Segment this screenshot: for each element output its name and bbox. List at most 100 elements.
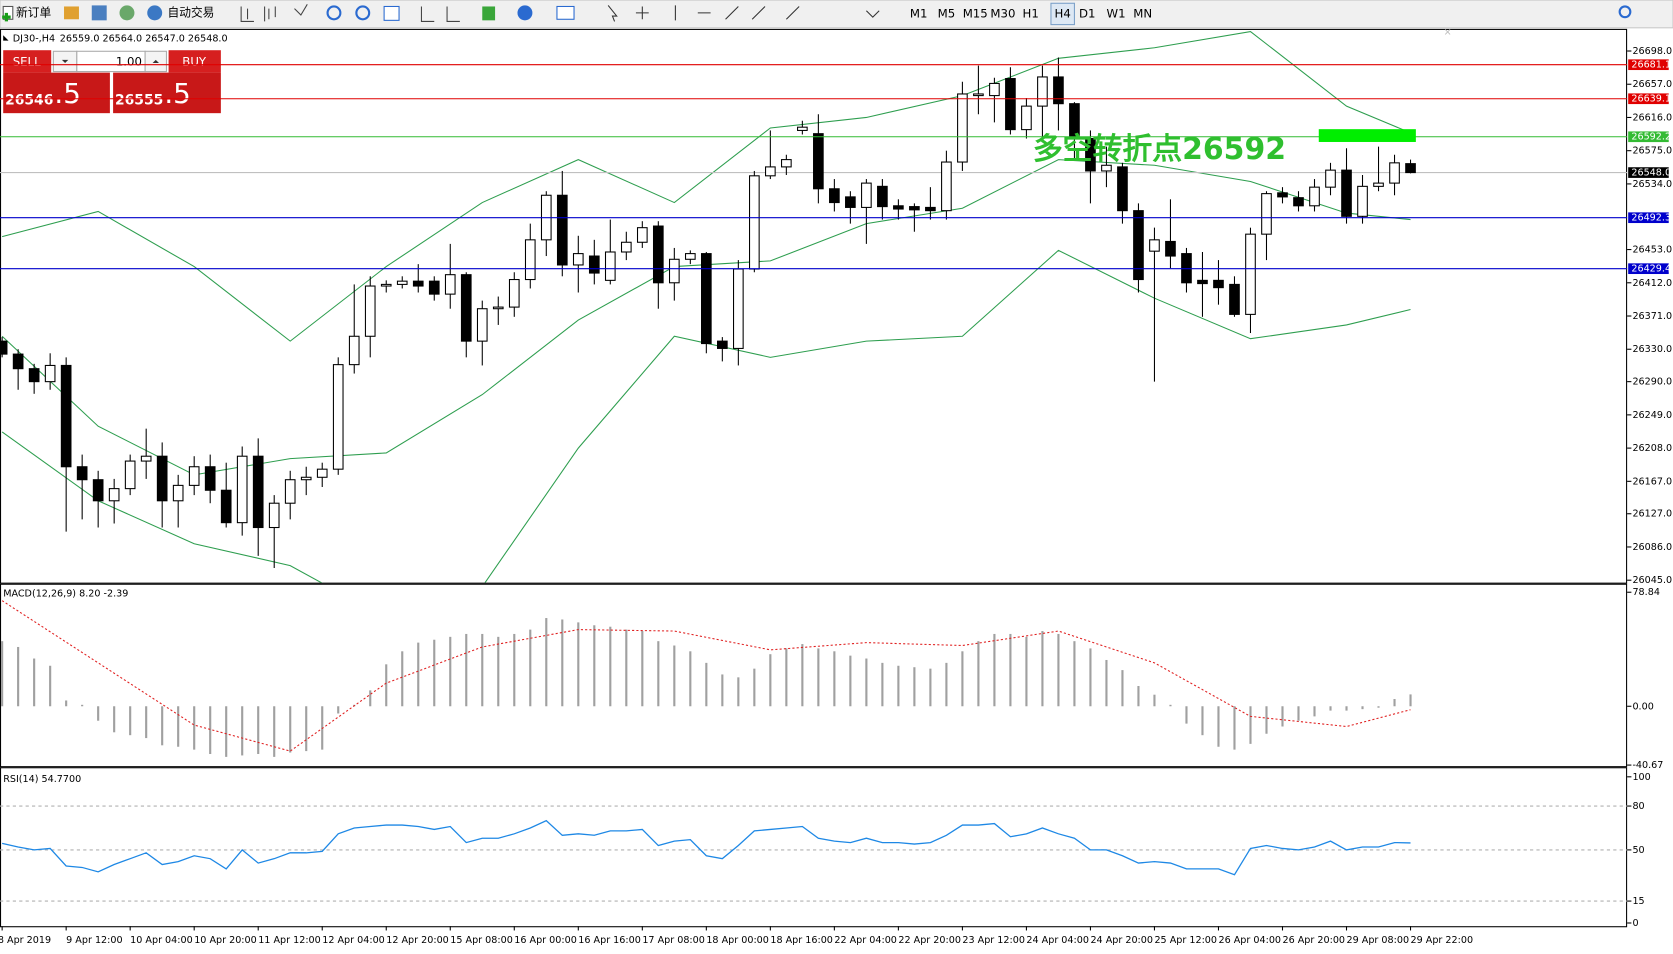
bid-main: 26546 [5, 92, 53, 108]
macd-bar [209, 706, 212, 754]
macd-bar [913, 667, 916, 707]
icon-market[interactable] [64, 6, 79, 20]
candle-body [12, 353, 24, 370]
x-tick-label: 26 Apr 04:00 [1218, 935, 1281, 946]
y-tick-label: 26167.0 [1632, 476, 1672, 487]
indicator-title: MACD(12,26,9) 8.20 -2.39 [3, 588, 128, 599]
candle-body [92, 479, 104, 502]
macd-bar [1057, 633, 1060, 707]
ask-box[interactable] [113, 72, 221, 114]
candle-body [877, 185, 888, 208]
candle-body [957, 93, 968, 163]
close-mark[interactable]: × [1444, 27, 1452, 38]
icon-zoom-in[interactable] [326, 5, 342, 21]
macd-bar [625, 629, 628, 707]
macd-bar [641, 631, 644, 707]
y-tick-label: 26534.0 [1632, 179, 1672, 190]
buy-button[interactable] [168, 50, 221, 73]
candle-body [76, 466, 88, 481]
price-level-label: 26681.1 [1631, 60, 1671, 71]
y-tick-label: 26616.0 [1632, 112, 1672, 123]
candle-body [700, 253, 712, 345]
timeframe-button[interactable]: H4 [1055, 6, 1071, 20]
macd-bar [1073, 641, 1076, 707]
macd-bar [865, 658, 868, 707]
icon-zoom-out[interactable] [355, 5, 371, 21]
timeframe-button[interactable]: M30 [990, 6, 1015, 20]
macd-bar [65, 700, 68, 707]
candle-body [1149, 239, 1160, 252]
icon-signals[interactable] [119, 5, 135, 21]
macd-bar [609, 626, 612, 707]
macd-bar [433, 639, 436, 707]
timeframe-button[interactable]: D1 [1079, 6, 1095, 20]
icon-periods[interactable] [517, 5, 533, 21]
timeframe-button[interactable]: W1 [1107, 6, 1126, 20]
macd-bar [17, 646, 20, 707]
candle-body [396, 280, 408, 285]
macd-bar [97, 706, 100, 721]
toolbar: 新订单 自动交易 M1 M5 M15 M30 H1 H4 D1 W1 MN [0, 0, 1673, 29]
drawing-tools[interactable] [607, 5, 880, 22]
y-tick-label: 26249.0 [1632, 410, 1672, 421]
candle-body [989, 82, 1000, 97]
candle-body [941, 161, 952, 212]
timeframe-button[interactable]: H1 [1023, 6, 1039, 20]
macd-bar [1233, 706, 1236, 750]
macd-bar [977, 641, 980, 707]
macd-bar [481, 633, 484, 707]
icon-auto[interactable] [147, 5, 163, 21]
timeframe-button[interactable]: MN [1133, 6, 1152, 20]
candle-body [124, 460, 136, 490]
macd-bar [225, 706, 228, 757]
x-tick-label: 12 Apr 20:00 [386, 935, 449, 946]
icon-scroll[interactable] [420, 6, 460, 22]
chart-type-icons[interactable] [240, 4, 308, 22]
macd-bar [49, 665, 52, 707]
icon-search[interactable] [1618, 5, 1632, 19]
macd-bar [1217, 706, 1220, 747]
price-level-tag [1628, 59, 1669, 71]
timeframe-button[interactable]: M1 [910, 6, 928, 20]
x-tick-label: 12 Apr 04:00 [322, 935, 385, 946]
macd-bar [1041, 631, 1044, 707]
icon-new-order[interactable] [2, 5, 14, 20]
candle-body [1405, 163, 1416, 174]
x-tick-label: 29 Apr 22:00 [1411, 935, 1474, 946]
y-tick-label: 26208.0 [1632, 443, 1672, 454]
new-order-button[interactable]: 新订单 [16, 5, 51, 19]
candle-body [909, 206, 920, 211]
timeframe-button[interactable]: M5 [938, 6, 956, 20]
macd-bar [1249, 706, 1252, 744]
candle-body [460, 274, 472, 342]
symbol-title: DJ30-,H4 [13, 33, 55, 44]
bid-box[interactable] [3, 72, 110, 114]
candle-body [1085, 138, 1096, 172]
macd-bar [849, 655, 852, 707]
icon-tile[interactable] [383, 5, 400, 21]
auto-trading-button[interactable]: 自动交易 [168, 5, 215, 19]
macd-bar [161, 706, 164, 746]
candle-body [188, 466, 200, 486]
macd-bar [273, 706, 276, 757]
icon-templates[interactable] [556, 5, 575, 20]
candle-body [1021, 105, 1032, 131]
candle-body [1165, 240, 1176, 257]
sell-button[interactable] [3, 50, 52, 73]
candle-body [620, 241, 632, 253]
icon-navigator[interactable] [91, 5, 107, 21]
candle-body [733, 268, 744, 349]
candle-body [28, 368, 40, 383]
macd-bar [817, 648, 820, 707]
macd-bar [1409, 694, 1412, 707]
y-tick-label: 26412.0 [1632, 278, 1672, 289]
icon-indicators[interactable] [482, 6, 496, 21]
icon-plus [2, 12, 11, 22]
candle-body [668, 258, 680, 284]
rsi-panel [0, 767, 1628, 928]
y-tick-label: 0 [1632, 918, 1638, 929]
candle-body [717, 340, 728, 349]
x-tick-label: 23 Apr 12:00 [962, 935, 1025, 946]
timeframe-button[interactable]: M15 [963, 6, 988, 20]
x-tick-label: 8 Apr 2019 [0, 935, 51, 946]
